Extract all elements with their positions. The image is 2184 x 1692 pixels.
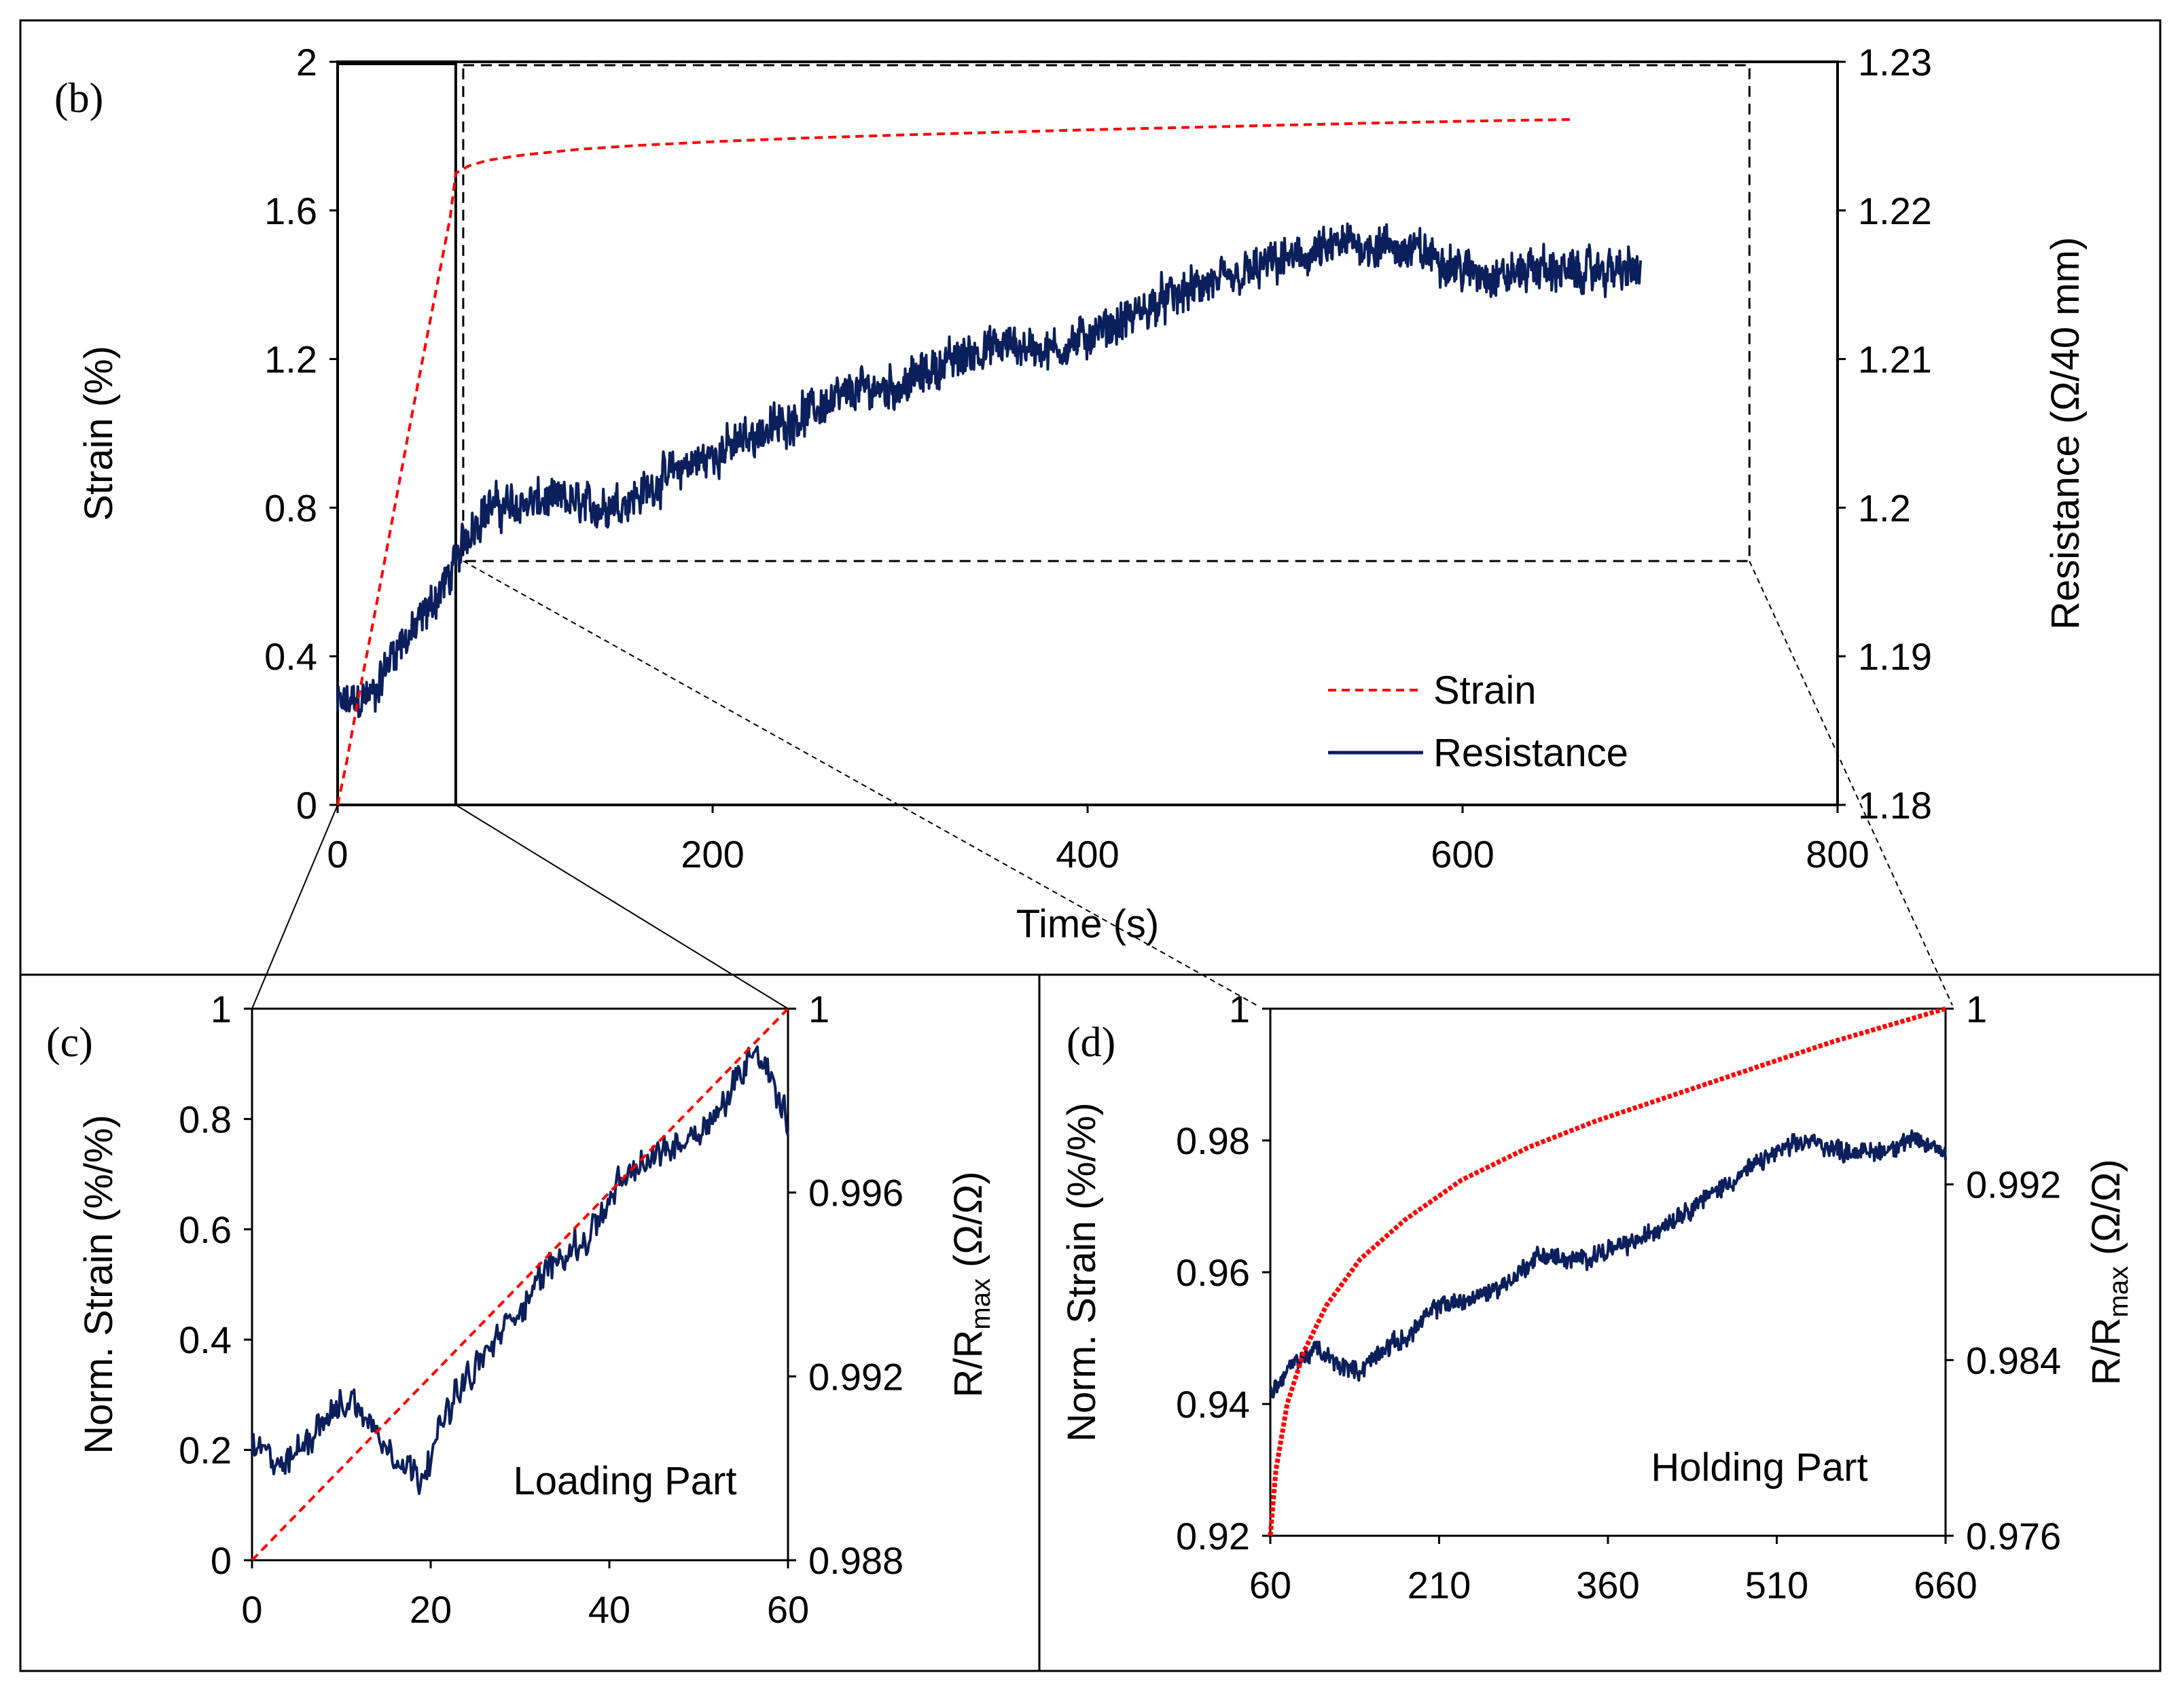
panel-label-c: (c) — [46, 1020, 93, 1066]
x-tick-label-d: 210 — [1408, 1564, 1471, 1606]
y2-tick-label-b: 1.2 — [1858, 486, 1911, 529]
y-tick-label-c: 0 — [211, 1539, 232, 1582]
y-tick-label-d: 0.96 — [1176, 1251, 1250, 1294]
y2-tick-label-c: 1 — [808, 988, 829, 1030]
y-tick-label-b: 1.6 — [264, 190, 317, 232]
y2-axis-title-b: Resistance (Ω/40 mm) — [2043, 237, 2088, 630]
y-tick-label-c: 0.8 — [179, 1098, 232, 1140]
x-tick-label-b: 600 — [1431, 833, 1494, 876]
y2-tick-label-d: 0.984 — [1966, 1339, 2061, 1382]
y-tick-label-b: 2 — [296, 41, 317, 84]
series-line-resistance-c — [251, 1045, 789, 1495]
plot-frame-c — [251, 1007, 789, 1562]
chart-layer: 0 200 400 600 80000.40.81.21.621.181.191.21.… — [46, 41, 2134, 1631]
y-tick-label-d: 1 — [1229, 988, 1250, 1030]
y2-title-sub: max — [2104, 1266, 2134, 1318]
x-tick-label-d: 660 — [1914, 1564, 1977, 1606]
x-tick-label-c: 20 — [410, 1588, 452, 1631]
panel-label-b: (b) — [54, 75, 103, 122]
x-tick-label-c: 40 — [588, 1588, 630, 1631]
plot-frame-b — [336, 60, 1839, 806]
zoom-connector-loading-left — [251, 804, 338, 1009]
y2-title-main: R/R — [946, 1330, 990, 1398]
loading-zoom-box — [336, 62, 457, 806]
annotation-c: Loading Part — [514, 1459, 737, 1503]
y2-tick-label-c: 0.996 — [808, 1172, 903, 1214]
series-line-strain-d — [1268, 1006, 1946, 1536]
x-tick-label-d: 60 — [1249, 1564, 1291, 1606]
series-line-resistance-d — [1269, 1129, 1947, 1399]
x-tick-label-b: 400 — [1056, 833, 1119, 876]
y-tick-label-d: 0.92 — [1176, 1515, 1250, 1558]
y-axis-title-c: Norm. Strain (%/%) — [77, 1115, 121, 1454]
outer-frame — [19, 19, 2162, 1672]
y-tick-label-c: 1 — [211, 988, 232, 1030]
y2-axis-title-d: R/Rmax (Ω/Ω) — [2084, 1159, 2134, 1385]
series-line-resistance-b — [336, 222, 1643, 719]
y-tick-label-d: 0.98 — [1176, 1119, 1250, 1162]
zoom-connector-holding-right — [1749, 560, 1953, 1006]
panel-label-d: (d) — [1067, 1020, 1115, 1066]
y2-title-unit: (Ω/Ω) — [946, 1171, 990, 1278]
y-tick-label-b: 0 — [296, 784, 317, 827]
y-tick-label-c: 0.2 — [179, 1429, 232, 1472]
y-tick-label-c: 0.6 — [179, 1208, 232, 1251]
y2-tick-label-b: 1.22 — [1858, 190, 1932, 232]
y2-title-sub: max — [966, 1278, 996, 1330]
x-tick-label-b: 200 — [681, 833, 744, 876]
y2-tick-label-d: 0.992 — [1966, 1164, 2061, 1206]
y-axis-title-b: Strain (%) — [77, 346, 121, 521]
holding-zoom-box — [462, 64, 1751, 562]
y2-tick-label-b: 1.18 — [1858, 784, 1932, 827]
x-tick-label-c: 60 — [767, 1588, 809, 1631]
y2-tick-label-b: 1.23 — [1858, 41, 1932, 84]
zoom-connector-holding-left — [463, 560, 1257, 1006]
legend-label-strain: Strain — [1433, 668, 1537, 713]
x-tick-label-d: 510 — [1745, 1564, 1808, 1606]
x-tick-label-c: 0 — [241, 1588, 262, 1631]
y2-title-main: R/R — [2084, 1318, 2128, 1386]
y-tick-label-b: 0.4 — [264, 635, 317, 678]
x-tick-label-b: 0 — [327, 833, 348, 876]
y-axis-title-d: Norm. Strain (%/%) — [1060, 1102, 1104, 1442]
series-line-strain-c — [251, 1007, 789, 1562]
y2-title-unit: (Ω/Ω) — [2084, 1159, 2128, 1266]
zoom-connector-loading-right — [455, 804, 789, 1009]
y2-tick-label-c: 0.992 — [808, 1355, 903, 1398]
x-tick-label-b: 800 — [1806, 833, 1869, 876]
series-line-strain-b — [336, 118, 1575, 806]
y-tick-label-c: 0.4 — [179, 1318, 232, 1361]
y-tick-label-b: 1.2 — [264, 338, 317, 381]
legend-label-resistance: Resistance — [1433, 731, 1628, 775]
y2-tick-label-c: 0.988 — [808, 1539, 903, 1582]
y2-tick-label-d: 0.976 — [1966, 1515, 2061, 1558]
y2-tick-label-b: 1.21 — [1858, 338, 1932, 381]
y2-axis-title-c: R/Rmax (Ω/Ω) — [946, 1171, 996, 1397]
y-tick-label-d: 0.94 — [1176, 1383, 1250, 1426]
annotation-d: Holding Part — [1651, 1445, 1867, 1490]
y2-tick-label-b: 1.19 — [1858, 635, 1932, 678]
x-axis-title-b: Time (s) — [1016, 902, 1159, 946]
y2-tick-label-d: 1 — [1966, 988, 1987, 1030]
x-tick-label-d: 360 — [1576, 1564, 1639, 1606]
y-tick-label-b: 0.8 — [264, 486, 317, 529]
